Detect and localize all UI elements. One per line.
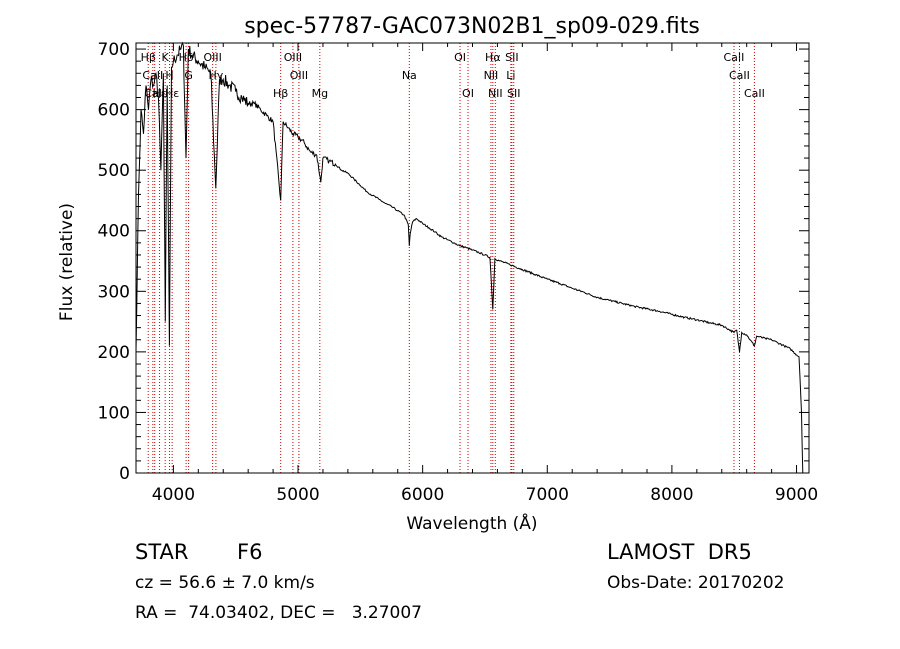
- y-tick-label: 700: [98, 40, 130, 60]
- spectral-line-label: NII: [488, 87, 503, 100]
- spectral-line-label: Hε: [165, 87, 179, 100]
- spectral-line-label: Mg: [312, 87, 328, 100]
- chart-title: spec-57787-GAC073N02B1_sp09-029.fits: [244, 14, 700, 39]
- spectral-line-label: CaII: [729, 69, 750, 82]
- spectral-line-label: Hγ: [208, 69, 223, 82]
- y-tick-label: 600: [98, 101, 130, 121]
- spectral-line-label: H: [165, 69, 173, 82]
- spectral-line-label: CaII: [744, 87, 765, 100]
- spectral-line-label: Na: [402, 69, 417, 82]
- spectral-line-label: SII: [507, 87, 520, 100]
- spectral-line-label: Hβ: [141, 51, 156, 64]
- x-tick-label: 6000: [401, 485, 444, 505]
- y-axis-label: Flux (relative): [57, 203, 77, 321]
- object-class: STAR: [135, 540, 189, 564]
- spectral-line-label: OIII: [284, 51, 302, 64]
- y-tick-label: 0: [119, 464, 130, 484]
- spectral-line-label: Li: [506, 69, 515, 82]
- object-subclass: F6: [237, 540, 263, 564]
- spectral-line-label: Hβ: [273, 87, 288, 100]
- y-tick-label: 400: [98, 222, 130, 242]
- spectral-line-label: OI: [454, 51, 466, 64]
- x-tick-label: 8000: [650, 485, 693, 505]
- observation-date: Obs-Date: 20170202: [607, 573, 785, 593]
- spectrum-layer: [135, 41, 804, 474]
- y-tick-label: 300: [98, 282, 130, 302]
- spectral-line-label: Hα: [485, 51, 501, 64]
- spectrum-line: [135, 41, 804, 474]
- spectral-line-label: CaII: [142, 69, 163, 82]
- x-tick-label: 9000: [775, 485, 818, 505]
- spectral-line-label: OIII: [203, 51, 221, 64]
- spectral-line-label: OIII: [290, 69, 308, 82]
- spectral-line-label: CaII: [724, 51, 745, 64]
- survey-name: LAMOST DR5: [607, 540, 752, 564]
- coordinates-text: RA = 74.03402, DEC = 3.27007: [135, 603, 422, 623]
- spectral-line-label: K: [162, 51, 170, 64]
- spectral-line-markers: HβCaIICaIIHεKHHεHδGOIIIHγHβOIIIOIIIMgNaO…: [141, 43, 765, 473]
- plot-frame: [135, 42, 810, 474]
- spectral-line-label: SII: [505, 51, 518, 64]
- spectral-line-label: NII: [484, 69, 499, 82]
- x-tick-label: 4000: [152, 485, 195, 505]
- x-axis-label: Wavelength (Å): [406, 512, 537, 534]
- y-tick-label: 200: [98, 343, 130, 363]
- y-tick-label: 500: [98, 161, 130, 181]
- y-tick-label: 100: [98, 403, 130, 423]
- x-tick-label: 7000: [526, 485, 569, 505]
- x-tick-label: 5000: [276, 485, 319, 505]
- spectral-line-label: OI: [462, 87, 474, 100]
- axes-layer: 4000 5000 6000 7000 8000 9000 0 100 200 300 400 500…: [98, 40, 819, 505]
- redshift-text: cz = 56.6 ± 7.0 km/s: [135, 573, 315, 593]
- spectral-line-label: G: [184, 69, 193, 82]
- spectral-line-label: Hδ: [179, 51, 194, 64]
